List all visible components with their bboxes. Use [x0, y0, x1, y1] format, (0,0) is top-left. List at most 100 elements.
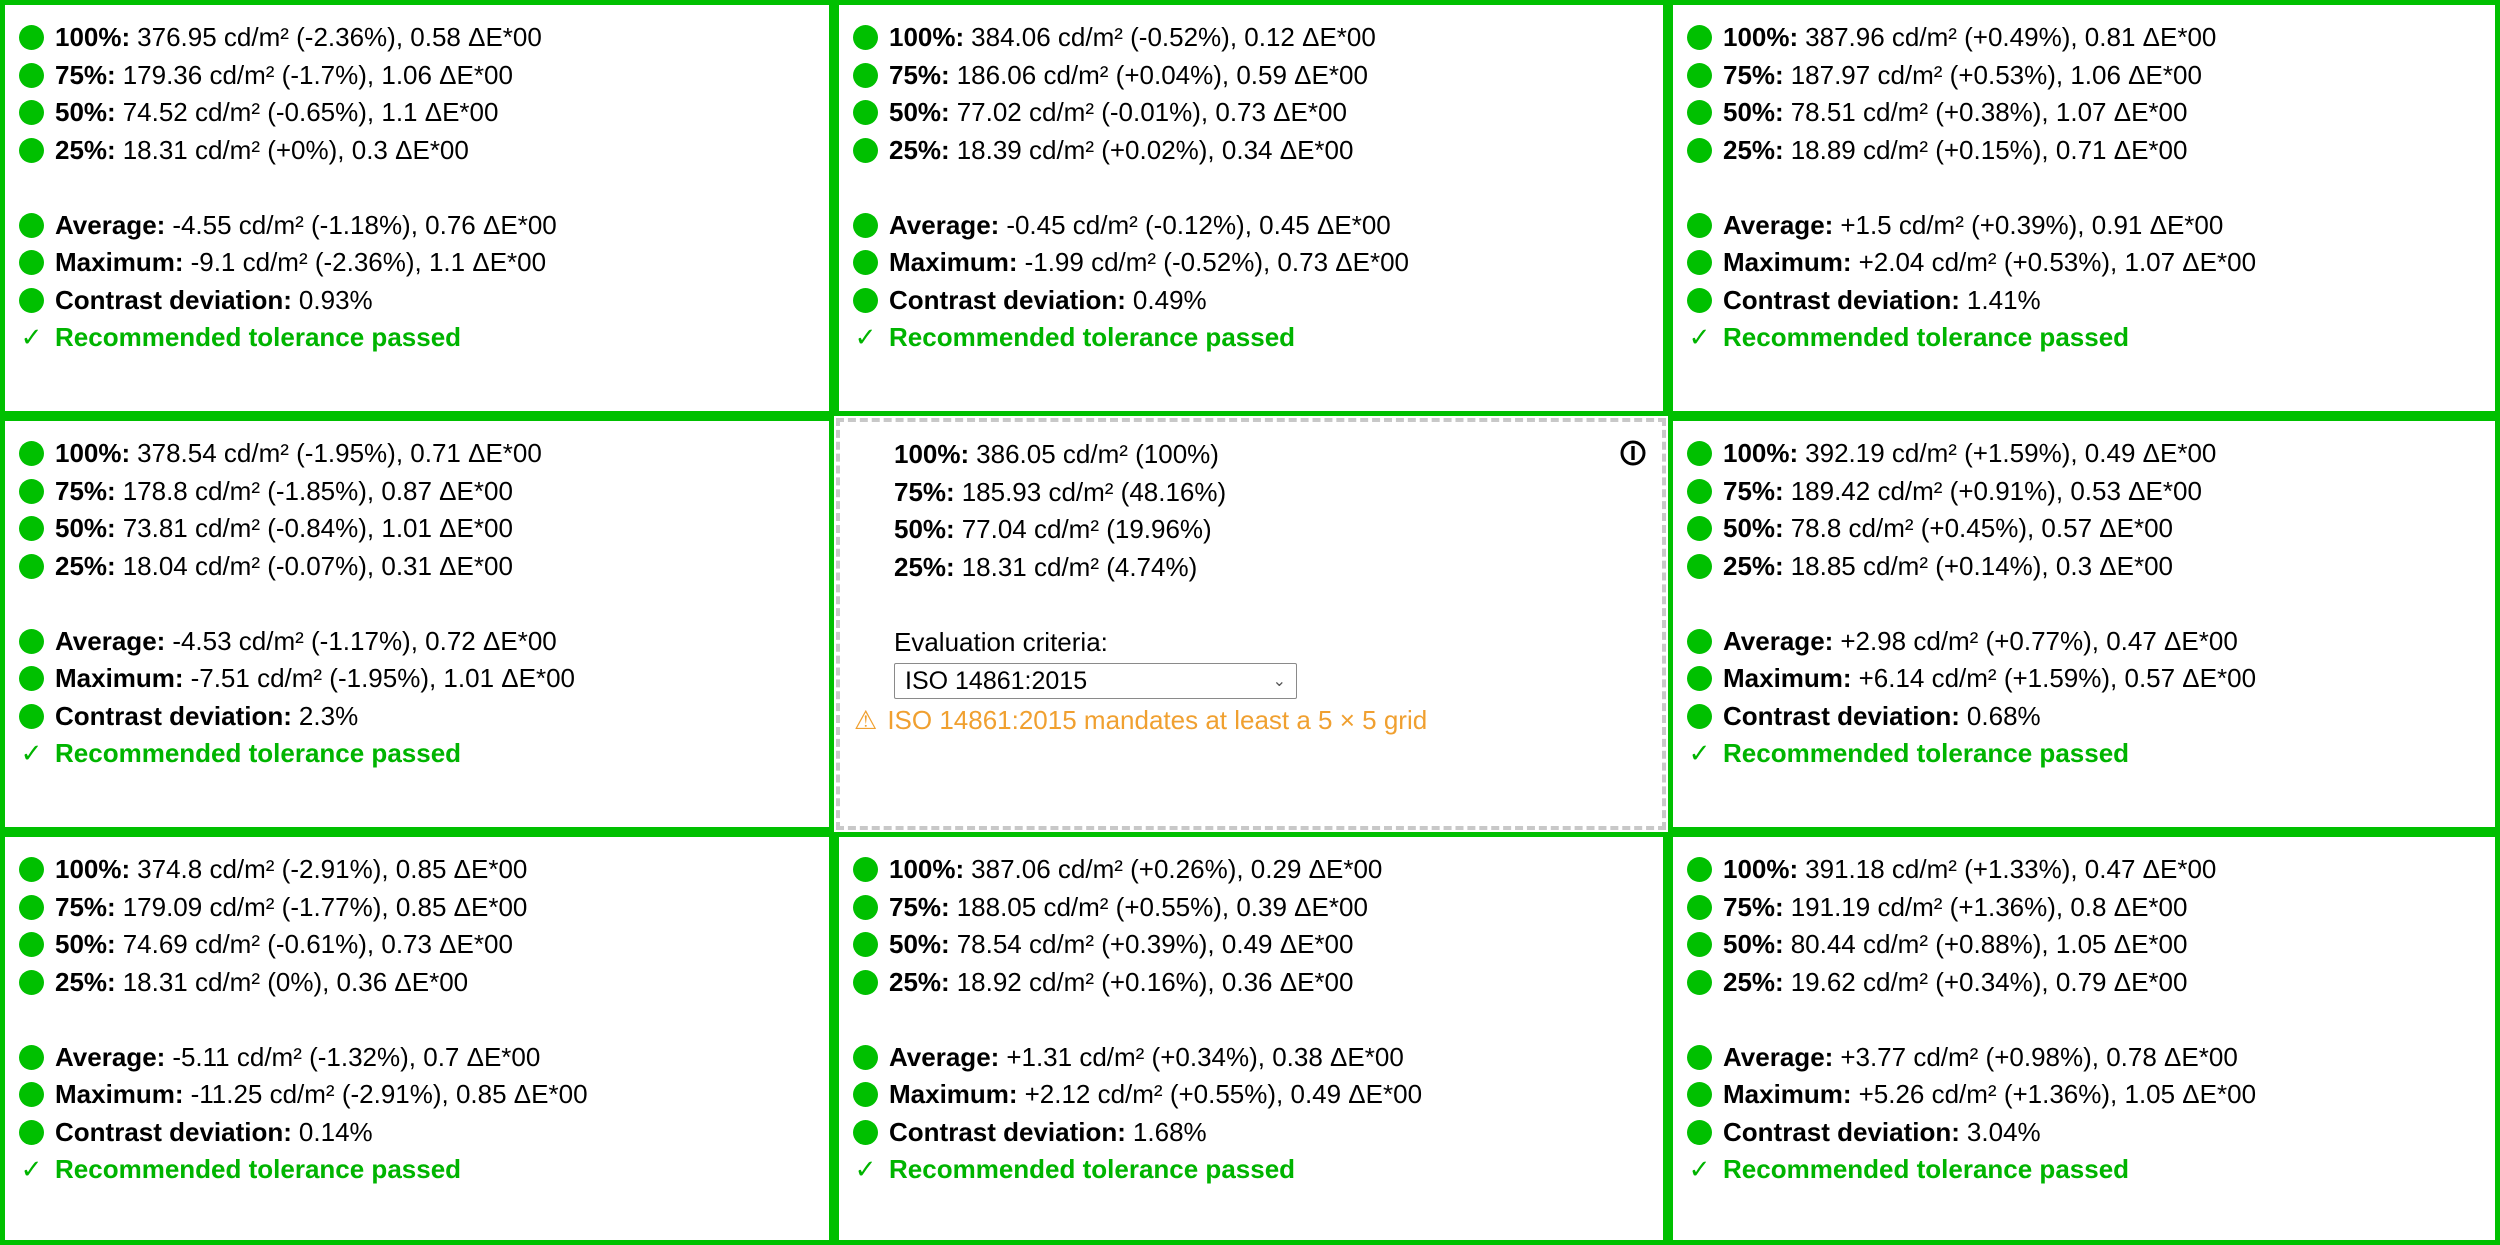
level-100-row: 100%: 386.05 cd/m² (100%) [894, 436, 1297, 474]
green-dot-icon [853, 1082, 878, 1108]
contrast-value: 1.41% [1966, 284, 2041, 315]
level-value: 18.39 cd/m² (+0.02%), 0.34 ΔE*00 [956, 134, 1354, 165]
maximum-row: Maximum: -1.99 cd/m² (-0.52%), 0.73 ΔE*00 [853, 244, 1409, 282]
evaluation-criteria-select[interactable]: ISO 14861:2015 ⌄ [894, 663, 1297, 699]
level-75-row: 75%: 179.09 cd/m² (-1.77%), 0.85 ΔE*00 [19, 889, 588, 927]
contrast-row: Contrast deviation: 2.3% [19, 698, 575, 736]
maximum-row: Maximum: -9.1 cd/m² (-2.36%), 1.1 ΔE*00 [19, 244, 557, 282]
uniformity-cell: 100%: 374.8 cd/m² (-2.91%), 0.85 ΔE*00 75… [0, 832, 834, 1245]
reference-cell: 100%: 386.05 cd/m² (100%) 75%: 185.93 cd/m… [836, 418, 1666, 830]
level-50-row: 50%: 73.81 cd/m² (-0.84%), 1.01 ΔE*00 [19, 510, 575, 548]
green-dot-icon [1687, 100, 1712, 126]
maximum-row: Maximum: +5.26 cd/m² (+1.36%), 1.05 ΔE*00 [1687, 1076, 2256, 1114]
green-dot-icon [19, 932, 44, 958]
green-dot-icon [1687, 932, 1712, 958]
level-value: 189.42 cd/m² (+0.91%), 0.53 ΔE*00 [1790, 475, 2202, 506]
check-icon: ✓ [20, 1154, 43, 1184]
contrast-value: 0.49% [1132, 284, 1207, 315]
green-dot-icon [19, 100, 44, 126]
level-value: 179.36 cd/m² (-1.7%), 1.06 ΔE*00 [122, 59, 513, 90]
level-value: 74.69 cd/m² (-0.61%), 0.73 ΔE*00 [122, 929, 513, 959]
warning-icon: ⚠ [854, 705, 878, 735]
chevron-down-icon: ⌄ [1272, 673, 1286, 690]
info-icon[interactable] [1620, 440, 1646, 466]
check-icon: ✓ [1688, 738, 1711, 768]
green-dot-icon [19, 969, 44, 995]
level-value: 18.89 cd/m² (+0.15%), 0.71 ΔE*00 [1790, 134, 2188, 165]
green-dot-icon [1687, 25, 1712, 51]
green-dot-icon [1687, 137, 1712, 163]
uniformity-cell: 100%: 387.96 cd/m² (+0.49%), 0.81 ΔE*00 7… [1668, 0, 2500, 416]
green-dot-icon [1687, 666, 1712, 692]
maximum-value: +2.12 cd/m² (+0.55%), 0.49 ΔE*00 [1024, 1079, 1423, 1109]
average-row: Average: -5.11 cd/m² (-1.32%), 0.7 ΔE*00 [19, 1039, 588, 1077]
level-value: 74.52 cd/m² (-0.65%), 1.1 ΔE*00 [122, 97, 499, 127]
level-50-row: 50%: 77.02 cd/m² (-0.01%), 0.73 ΔE*00 [853, 94, 1409, 132]
maximum-value: -11.25 cd/m² (-2.91%), 0.85 ΔE*00 [190, 1079, 588, 1109]
level-50-row: 50%: 78.8 cd/m² (+0.45%), 0.57 ΔE*00 [1687, 510, 2256, 548]
contrast-row: Contrast deviation: 0.93% [19, 282, 557, 320]
tolerance-status: ✓ Recommended tolerance passed [1687, 735, 2256, 773]
maximum-value: +6.14 cd/m² (+1.59%), 0.57 ΔE*00 [1858, 663, 2257, 693]
green-dot-icon [19, 516, 44, 542]
green-dot-icon [1687, 287, 1712, 313]
level-25-row: 25%: 18.85 cd/m² (+0.14%), 0.3 ΔE*00 [1687, 548, 2256, 586]
green-dot-icon [853, 212, 878, 238]
green-dot-icon [19, 287, 44, 313]
green-dot-icon [1687, 703, 1712, 729]
level-value: 78.54 cd/m² (+0.39%), 0.49 ΔE*00 [956, 929, 1354, 959]
green-dot-icon [1687, 1119, 1712, 1145]
green-dot-icon [19, 441, 44, 467]
level-100-row: 100%: 392.19 cd/m² (+1.59%), 0.49 ΔE*00 [1687, 435, 2256, 473]
green-dot-icon [1687, 553, 1712, 579]
level-100-row: 100%: 387.96 cd/m² (+0.49%), 0.81 ΔE*00 [1687, 19, 2256, 57]
green-dot-icon [19, 628, 44, 654]
green-dot-icon [1687, 628, 1712, 654]
average-row: Average: -4.53 cd/m² (-1.17%), 0.72 ΔE*00 [19, 623, 575, 661]
maximum-value: -1.99 cd/m² (-0.52%), 0.73 ΔE*00 [1024, 247, 1410, 277]
level-25-row: 25%: 18.31 cd/m² (+0%), 0.3 ΔE*00 [19, 132, 557, 170]
contrast-value: 0.93% [298, 284, 373, 315]
average-value: +2.98 cd/m² (+0.77%), 0.47 ΔE*00 [1840, 625, 2238, 656]
level-value: 378.54 cd/m² (-1.95%), 0.71 ΔE*00 [137, 438, 542, 468]
green-dot-icon [853, 1044, 878, 1070]
contrast-value: 0.14% [298, 1116, 373, 1147]
green-dot-icon [853, 932, 878, 958]
green-dot-icon [1687, 62, 1712, 88]
tolerance-status: ✓ Recommended tolerance passed [1687, 319, 2256, 357]
green-dot-icon [853, 137, 878, 163]
green-dot-icon [19, 25, 44, 51]
level-value: 386.05 cd/m² (100%) [976, 439, 1219, 469]
level-value: 391.18 cd/m² (+1.33%), 0.47 ΔE*00 [1805, 854, 2217, 884]
green-dot-icon [853, 62, 878, 88]
level-50-row: 50%: 74.69 cd/m² (-0.61%), 0.73 ΔE*00 [19, 926, 588, 964]
average-row: Average: +1.31 cd/m² (+0.34%), 0.38 ΔE*00 [853, 1039, 1422, 1077]
green-dot-icon [853, 100, 878, 126]
level-value: 18.31 cd/m² (+0%), 0.3 ΔE*00 [122, 134, 469, 165]
level-value: 18.31 cd/m² (4.74%) [961, 551, 1198, 582]
level-value: 374.8 cd/m² (-2.91%), 0.85 ΔE*00 [137, 854, 528, 884]
level-75-row: 75%: 186.06 cd/m² (+0.04%), 0.59 ΔE*00 [853, 57, 1409, 95]
uniformity-cell: 100%: 392.19 cd/m² (+1.59%), 0.49 ΔE*00 7… [1668, 416, 2500, 832]
tolerance-status: ✓ Recommended tolerance passed [1687, 1151, 2256, 1189]
level-25-row: 25%: 18.31 cd/m² (0%), 0.36 ΔE*00 [19, 964, 588, 1002]
average-value: +1.31 cd/m² (+0.34%), 0.38 ΔE*00 [1006, 1041, 1404, 1072]
maximum-value: -7.51 cd/m² (-1.95%), 1.01 ΔE*00 [190, 663, 576, 693]
check-icon: ✓ [20, 322, 43, 352]
uniformity-cell: 100%: 378.54 cd/m² (-1.95%), 0.71 ΔE*00 7… [0, 416, 834, 832]
level-value: 77.02 cd/m² (-0.01%), 0.73 ΔE*00 [956, 97, 1347, 127]
level-100-row: 100%: 374.8 cd/m² (-2.91%), 0.85 ΔE*00 [19, 851, 588, 889]
tolerance-status: ✓ Recommended tolerance passed [19, 1151, 588, 1189]
maximum-row: Maximum: -11.25 cd/m² (-2.91%), 0.85 ΔE*0… [19, 1076, 588, 1114]
contrast-value: 2.3% [298, 700, 359, 731]
green-dot-icon [853, 1119, 878, 1145]
tolerance-status: ✓ Recommended tolerance passed [853, 1151, 1422, 1189]
level-50-row: 50%: 80.44 cd/m² (+0.88%), 1.05 ΔE*00 [1687, 926, 2256, 964]
check-icon: ✓ [854, 322, 877, 352]
average-value: -4.53 cd/m² (-1.17%), 0.72 ΔE*00 [172, 625, 557, 656]
level-value: 77.04 cd/m² (19.96%) [961, 514, 1212, 544]
green-dot-icon [1687, 1082, 1712, 1108]
average-row: Average: +3.77 cd/m² (+0.98%), 0.78 ΔE*00 [1687, 1039, 2256, 1077]
green-dot-icon [1687, 969, 1712, 995]
contrast-value: 0.68% [1966, 700, 2041, 731]
